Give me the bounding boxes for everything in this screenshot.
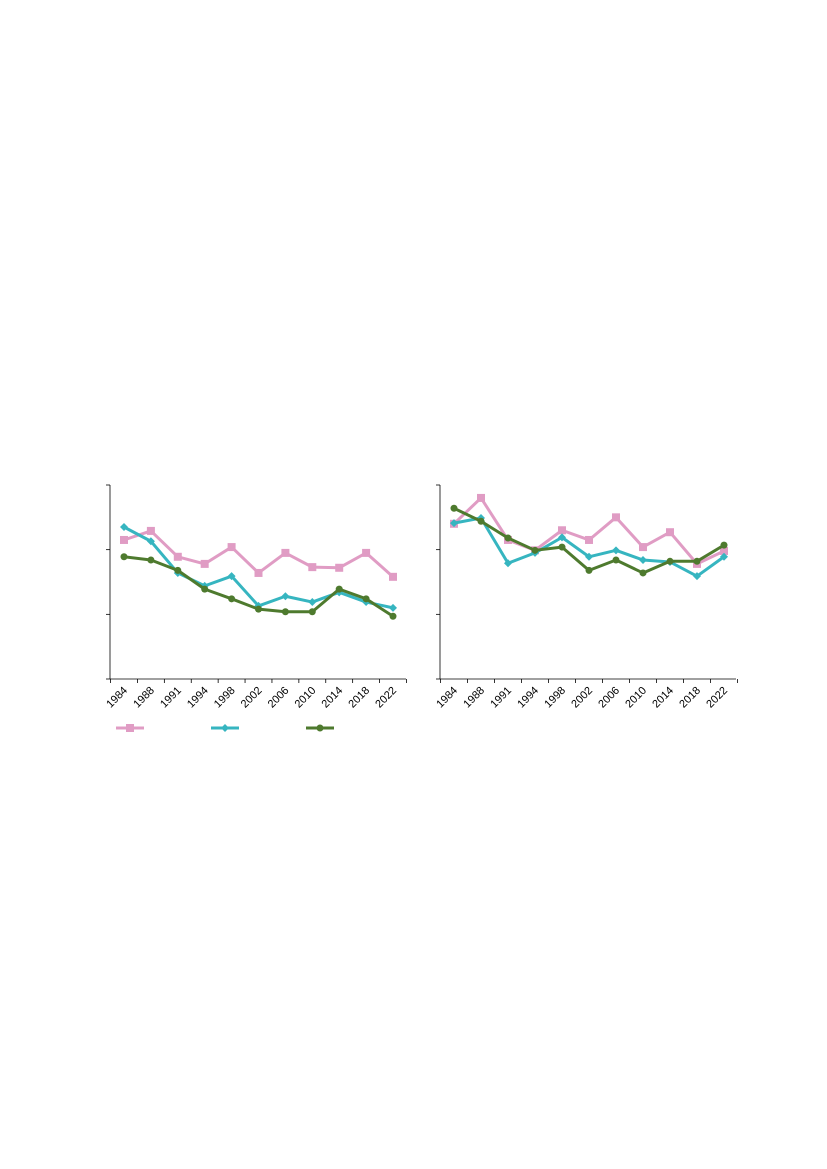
marker — [227, 572, 236, 581]
marker — [254, 568, 263, 577]
marker — [585, 552, 593, 561]
marker — [281, 592, 290, 601]
marker — [558, 533, 566, 542]
x-tick-label: 2010 — [293, 685, 319, 711]
x-tick-label: 2002 — [569, 685, 595, 711]
marker — [666, 557, 674, 565]
x-tick-label: 1984 — [104, 685, 130, 711]
x-tick-label: 1988 — [461, 685, 487, 711]
x-tick-label: 1994 — [185, 685, 211, 711]
marker — [308, 608, 316, 616]
marker — [612, 556, 620, 564]
marker — [504, 559, 512, 568]
marker — [255, 605, 262, 613]
marker — [693, 572, 701, 581]
x-tick-label: 1998 — [212, 685, 238, 711]
marker — [477, 493, 485, 502]
marker — [174, 566, 182, 574]
legend-marker — [221, 724, 229, 732]
marker — [585, 566, 593, 574]
marker — [504, 534, 512, 542]
x-tick-label: 1998 — [542, 685, 568, 711]
marker — [281, 548, 290, 557]
marker — [585, 535, 593, 544]
marker — [531, 546, 539, 554]
marker — [558, 543, 566, 551]
marker — [612, 513, 620, 522]
x-tick-label: 1988 — [131, 685, 157, 711]
x-tick-label: 2014 — [320, 685, 346, 711]
x-tick-label: 2006 — [596, 685, 622, 711]
x-tick-label: 1991 — [158, 685, 184, 711]
x-tick-label: 2022 — [704, 685, 730, 711]
marker — [477, 517, 485, 525]
x-tick-label: 1991 — [488, 685, 514, 711]
marker — [558, 526, 566, 535]
marker — [639, 556, 647, 565]
marker — [146, 526, 155, 535]
marker — [281, 608, 289, 616]
x-tick-label: 2010 — [623, 685, 649, 711]
marker — [362, 548, 371, 557]
marker — [120, 523, 128, 532]
legend-marker — [316, 724, 324, 732]
marker — [228, 595, 236, 603]
x-tick-label: 2022 — [373, 685, 399, 711]
marker — [308, 598, 317, 607]
marker — [389, 612, 397, 620]
marker — [335, 563, 344, 572]
marker — [120, 553, 128, 561]
marker — [450, 519, 458, 528]
marker — [146, 537, 155, 546]
x-tick-label: 1984 — [434, 685, 460, 711]
marker — [666, 528, 674, 537]
marker — [720, 541, 728, 549]
marker — [173, 552, 182, 561]
series-line — [123, 525, 394, 610]
marker — [120, 535, 128, 544]
marker — [389, 603, 397, 612]
legend-marker — [126, 724, 134, 732]
marker — [720, 546, 728, 555]
marker — [720, 552, 728, 561]
marker — [362, 595, 370, 603]
x-tick-label: 2002 — [239, 685, 265, 711]
marker — [639, 543, 647, 552]
x-tick-label: 2014 — [650, 685, 676, 711]
marker — [335, 585, 343, 593]
marker — [200, 559, 209, 568]
x-tick-label: 2018 — [677, 685, 703, 711]
x-tick-label: 2018 — [346, 685, 372, 711]
marker — [639, 569, 647, 577]
marker — [693, 557, 701, 565]
marker — [389, 572, 397, 581]
marker — [612, 546, 620, 555]
marker — [201, 585, 209, 593]
marker — [308, 563, 317, 572]
marker — [227, 543, 236, 552]
x-tick-label: 1994 — [515, 685, 541, 711]
marker — [450, 504, 458, 512]
x-tick-label: 2006 — [266, 685, 292, 711]
marker — [147, 556, 155, 564]
